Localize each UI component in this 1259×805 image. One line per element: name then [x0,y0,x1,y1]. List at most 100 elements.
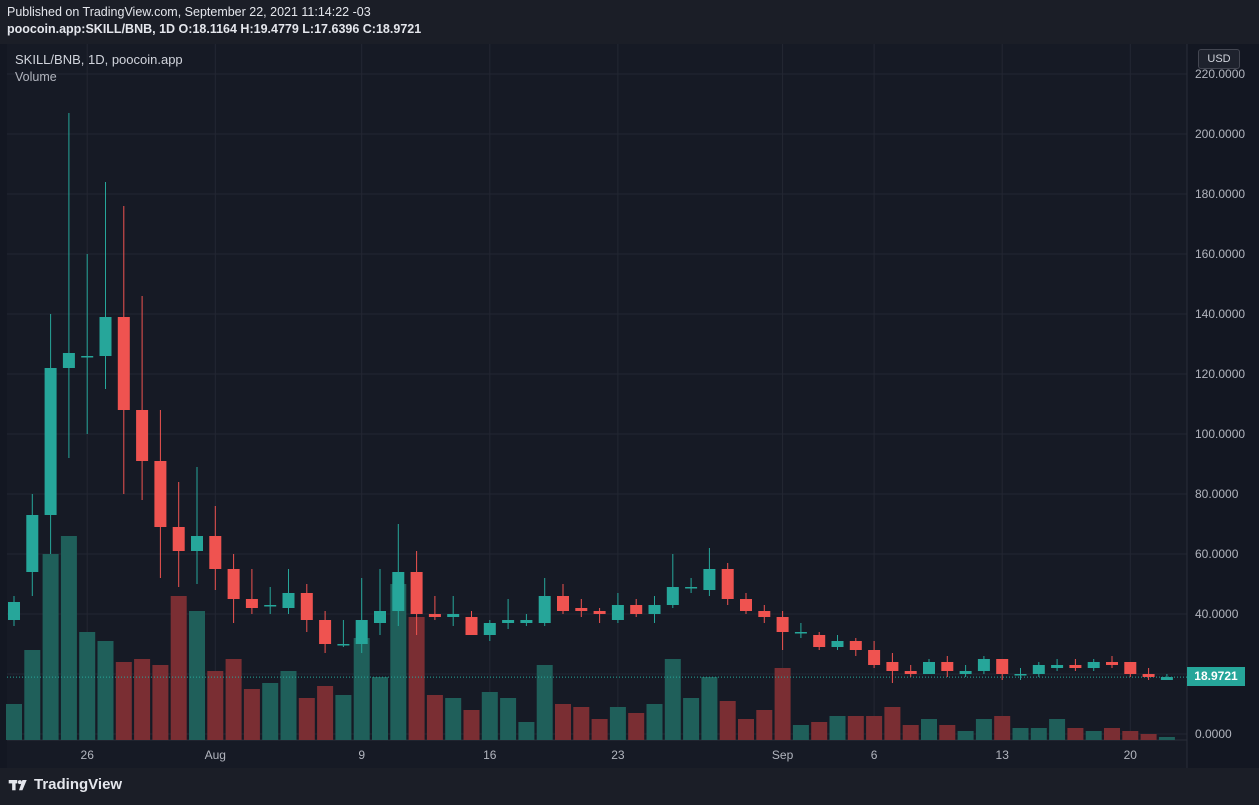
candle-body [410,572,423,614]
volume-bar [189,611,205,740]
volume-bar [756,710,773,740]
volume-bar [792,725,809,740]
candle-body [1087,662,1100,668]
y-tick-label: 160.0000 [1195,247,1245,261]
volume-legend[interactable]: Volume [15,70,57,84]
ohlc-line: poocoin.app:SKILL/BNB, 1D O:18.1164 H:19… [7,22,421,36]
candle-body [209,536,222,569]
candle-body [1160,677,1173,680]
candle-body [886,662,899,671]
candle-body [81,356,94,358]
candle-body [227,569,240,599]
volume-bar [500,698,517,740]
candle-body [300,593,313,620]
y-tick-label: 180.0000 [1195,187,1245,201]
candle-body [959,671,972,674]
candle-body [813,635,826,647]
volume-bar [97,641,114,740]
volume-bar [555,704,571,740]
volume-bar [939,725,956,740]
volume-bar [280,671,297,740]
volume-bar [902,725,919,740]
candle-body [172,527,185,551]
y-tick-label: 0.0000 [1195,727,1232,741]
candle-body [319,620,332,644]
low-label: L: [302,22,315,36]
candle-body [99,317,112,356]
candle-body [392,572,405,611]
y-tick-label: 60.0000 [1195,547,1239,561]
volume-bar [518,722,535,740]
candle-body [1051,665,1064,668]
volume-bar [701,677,718,740]
volume-bar [353,638,370,740]
volume-bar [152,665,169,740]
candle-body [977,659,990,671]
candle-body [648,605,661,614]
volume-bar [994,716,1011,740]
candle-body [685,587,698,589]
volume-bar [170,596,187,740]
candle-body [62,353,75,368]
series-legend[interactable]: SKILL/BNB, 1D, poocoin.app [15,52,183,67]
y-tick-label: 100.0000 [1195,427,1245,441]
candle-body [154,461,167,527]
volume-bar [536,665,553,740]
x-tick-label: 16 [483,748,497,762]
open-label: O: [178,22,193,36]
candle-body [520,620,533,623]
volume-bar [445,698,462,740]
candle-body [117,317,130,410]
volume-bar [829,716,846,740]
volume-bar [646,704,663,740]
candle-body [703,569,716,590]
volume-bar [298,698,315,740]
y-tick-label: 120.0000 [1195,367,1245,381]
volume-bar [921,719,937,740]
volume-bar [207,671,224,740]
candle-body [831,641,844,647]
candle-body [557,596,569,611]
candle-body [191,536,203,551]
volume-bar [372,677,388,740]
candle-body [44,368,57,515]
x-tick-label: 6 [871,748,878,762]
volume-bar [134,659,151,740]
volume-bar [390,584,407,740]
candle-body [447,614,460,617]
y-tick-label: 40.0000 [1195,607,1239,621]
y-tick-label: 200.0000 [1195,127,1245,141]
candle-body [502,620,515,623]
volume-bar [1085,731,1102,740]
volume-bar [426,695,443,740]
last-price-badge: 18.9721 [1187,667,1245,687]
volume-bar [42,554,59,740]
volume-bar [774,668,791,740]
candle-body [1069,665,1082,668]
volume-bar [481,692,498,740]
volume-bar [628,713,645,740]
candle-body [776,617,789,632]
candle-body [575,608,588,611]
volume-bar [408,617,425,740]
candle-body [337,644,350,646]
x-tick-label: 13 [996,748,1010,762]
candle-body [374,611,386,623]
tradingview-brand[interactable]: TradingView [34,776,123,793]
currency-button[interactable]: USD [1198,49,1240,69]
volume-bar [6,704,22,740]
y-tick-label: 140.0000 [1195,307,1245,321]
open-value: 18.1164 [192,22,237,36]
volume-bar [811,722,828,740]
volume-bar [60,536,77,740]
volume-bar [884,707,901,740]
x-tick-label: 23 [611,748,625,762]
x-tick-label: 20 [1124,748,1138,762]
tradingview-logo-icon [8,780,27,791]
volume-bar [463,710,480,740]
volume-bar [1104,728,1120,740]
volume-bar [683,698,700,740]
candle-body [282,593,295,608]
candle-body [465,617,478,635]
